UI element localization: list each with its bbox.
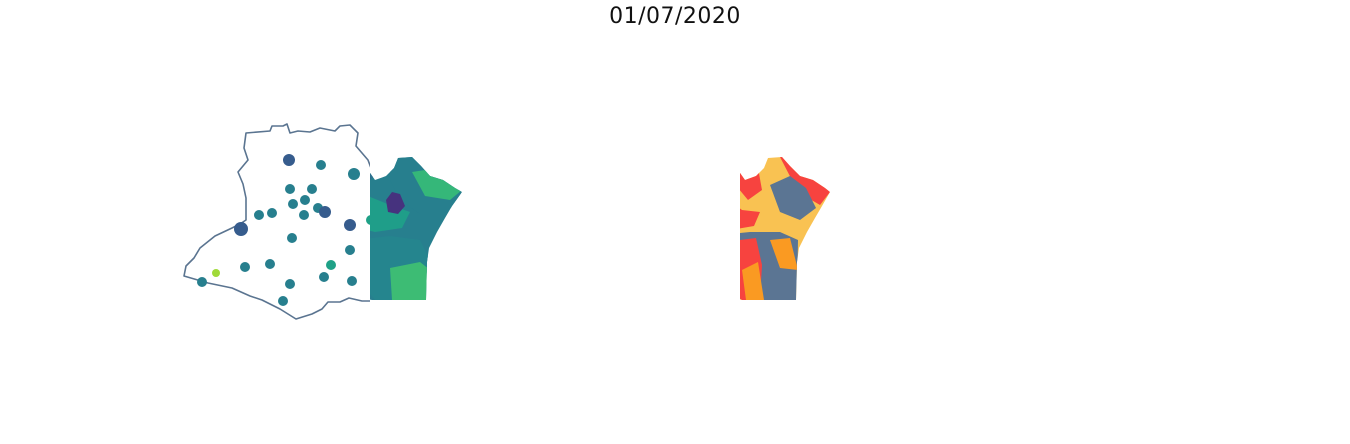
municipality-point [300, 195, 310, 205]
municipality-choropleth-viridis [370, 126, 462, 318]
municipality-point [348, 168, 360, 180]
municipality-point [283, 154, 295, 166]
municipality-point [288, 199, 298, 209]
municipality-point [345, 245, 355, 255]
risk-southeast-orange [770, 238, 798, 270]
risk-south-orange [742, 262, 764, 300]
municipality-point [307, 184, 317, 194]
municipality-risk-choropleth [740, 125, 830, 318]
municipality-point [319, 272, 329, 282]
municipality-point [267, 208, 277, 218]
municipality-point [234, 222, 248, 236]
municipality-point [366, 215, 370, 225]
municipality-point [254, 210, 264, 220]
risk-regions [740, 125, 830, 318]
municipality-point [212, 269, 220, 277]
municipality-point [285, 279, 295, 289]
municipality-point [265, 259, 275, 269]
risk-east-blue [770, 176, 816, 220]
municipality-point [285, 184, 295, 194]
municipality-point [287, 233, 297, 243]
viridis-regions [370, 126, 462, 318]
municipality-point [347, 276, 357, 286]
risk-center-red [740, 195, 760, 230]
region-manaus [386, 192, 405, 214]
municipality-point [278, 296, 288, 306]
region-southeast-green [390, 262, 430, 300]
risk-east-red [780, 157, 830, 205]
region-east-green [412, 168, 462, 200]
state-outline [183, 123, 370, 320]
municipality-point [299, 210, 309, 220]
municipality-point [316, 160, 326, 170]
figure-title: 01/07/2020 [609, 4, 741, 29]
municipality-points-map [183, 123, 370, 320]
municipality-point [240, 262, 250, 272]
municipality-point [344, 219, 356, 231]
municipality-point [326, 260, 336, 270]
municipality-point [197, 277, 207, 287]
municipality-point [319, 206, 331, 218]
